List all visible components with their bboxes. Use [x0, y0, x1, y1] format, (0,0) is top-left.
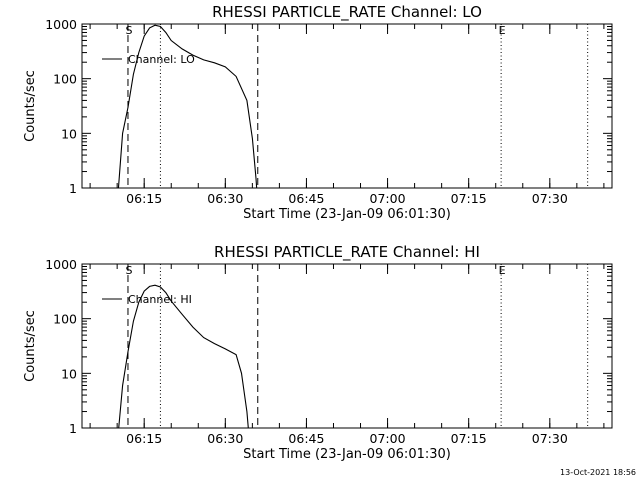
marker-label: S [125, 24, 132, 37]
x-tick-label: 07:30 [532, 191, 568, 206]
plot-frame [81, 263, 613, 429]
x-tick-label: 06:45 [288, 431, 324, 446]
x-tick-label: 06:45 [288, 191, 324, 206]
series-line [118, 284, 249, 428]
x-axis-label: Start Time (23-Jan-09 06:01:30) [243, 207, 451, 222]
marker-label: E [499, 264, 506, 277]
x-tick-label: 06:30 [207, 431, 243, 446]
y-tick-label: 1 [69, 421, 77, 436]
x-tick-label: 07:15 [451, 191, 487, 206]
y-tick-label: 100 [53, 72, 77, 87]
y-tick-label: 1000 [45, 17, 77, 32]
y-tick-label: 1 [69, 181, 77, 196]
y-axis-label: Counts/sec [23, 70, 38, 142]
x-tick-label: 07:00 [370, 431, 406, 446]
plot-frame [81, 23, 613, 189]
x-axis-label: Start Time (23-Jan-09 06:01:30) [243, 447, 451, 462]
marker-label: E [499, 24, 506, 37]
chart-title: RHESSI PARTICLE_RATE Channel: HI [214, 243, 480, 262]
y-tick-label: 10 [61, 126, 77, 141]
x-tick-label: 06:15 [126, 191, 162, 206]
y-tick-label: 100 [53, 312, 77, 327]
y-tick-label: 10 [61, 366, 77, 381]
x-tick-label: 07:30 [532, 431, 568, 446]
legend-label: Channel: HI [128, 293, 192, 306]
y-tick-label: 1000 [45, 257, 77, 272]
timestamp-stamp: 13-Oct-2021 18:56 [560, 468, 636, 477]
x-tick-label: 06:15 [126, 431, 162, 446]
y-axis-label: Counts/sec [23, 310, 38, 382]
x-tick-label: 07:15 [451, 431, 487, 446]
x-tick-label: 07:00 [370, 191, 406, 206]
marker-label: S [125, 264, 132, 277]
chart-title: RHESSI PARTICLE_RATE Channel: LO [212, 3, 482, 22]
chart-panel-2: RHESSI PARTICLE_RATE Channel: HI Start Ti… [23, 243, 613, 462]
legend-label: Channel: LO [128, 53, 195, 66]
series-line [117, 24, 258, 188]
chart-panel-1: RHESSI PARTICLE_RATE Channel: LO Start Ti… [23, 3, 613, 222]
x-tick-label: 06:30 [207, 191, 243, 206]
